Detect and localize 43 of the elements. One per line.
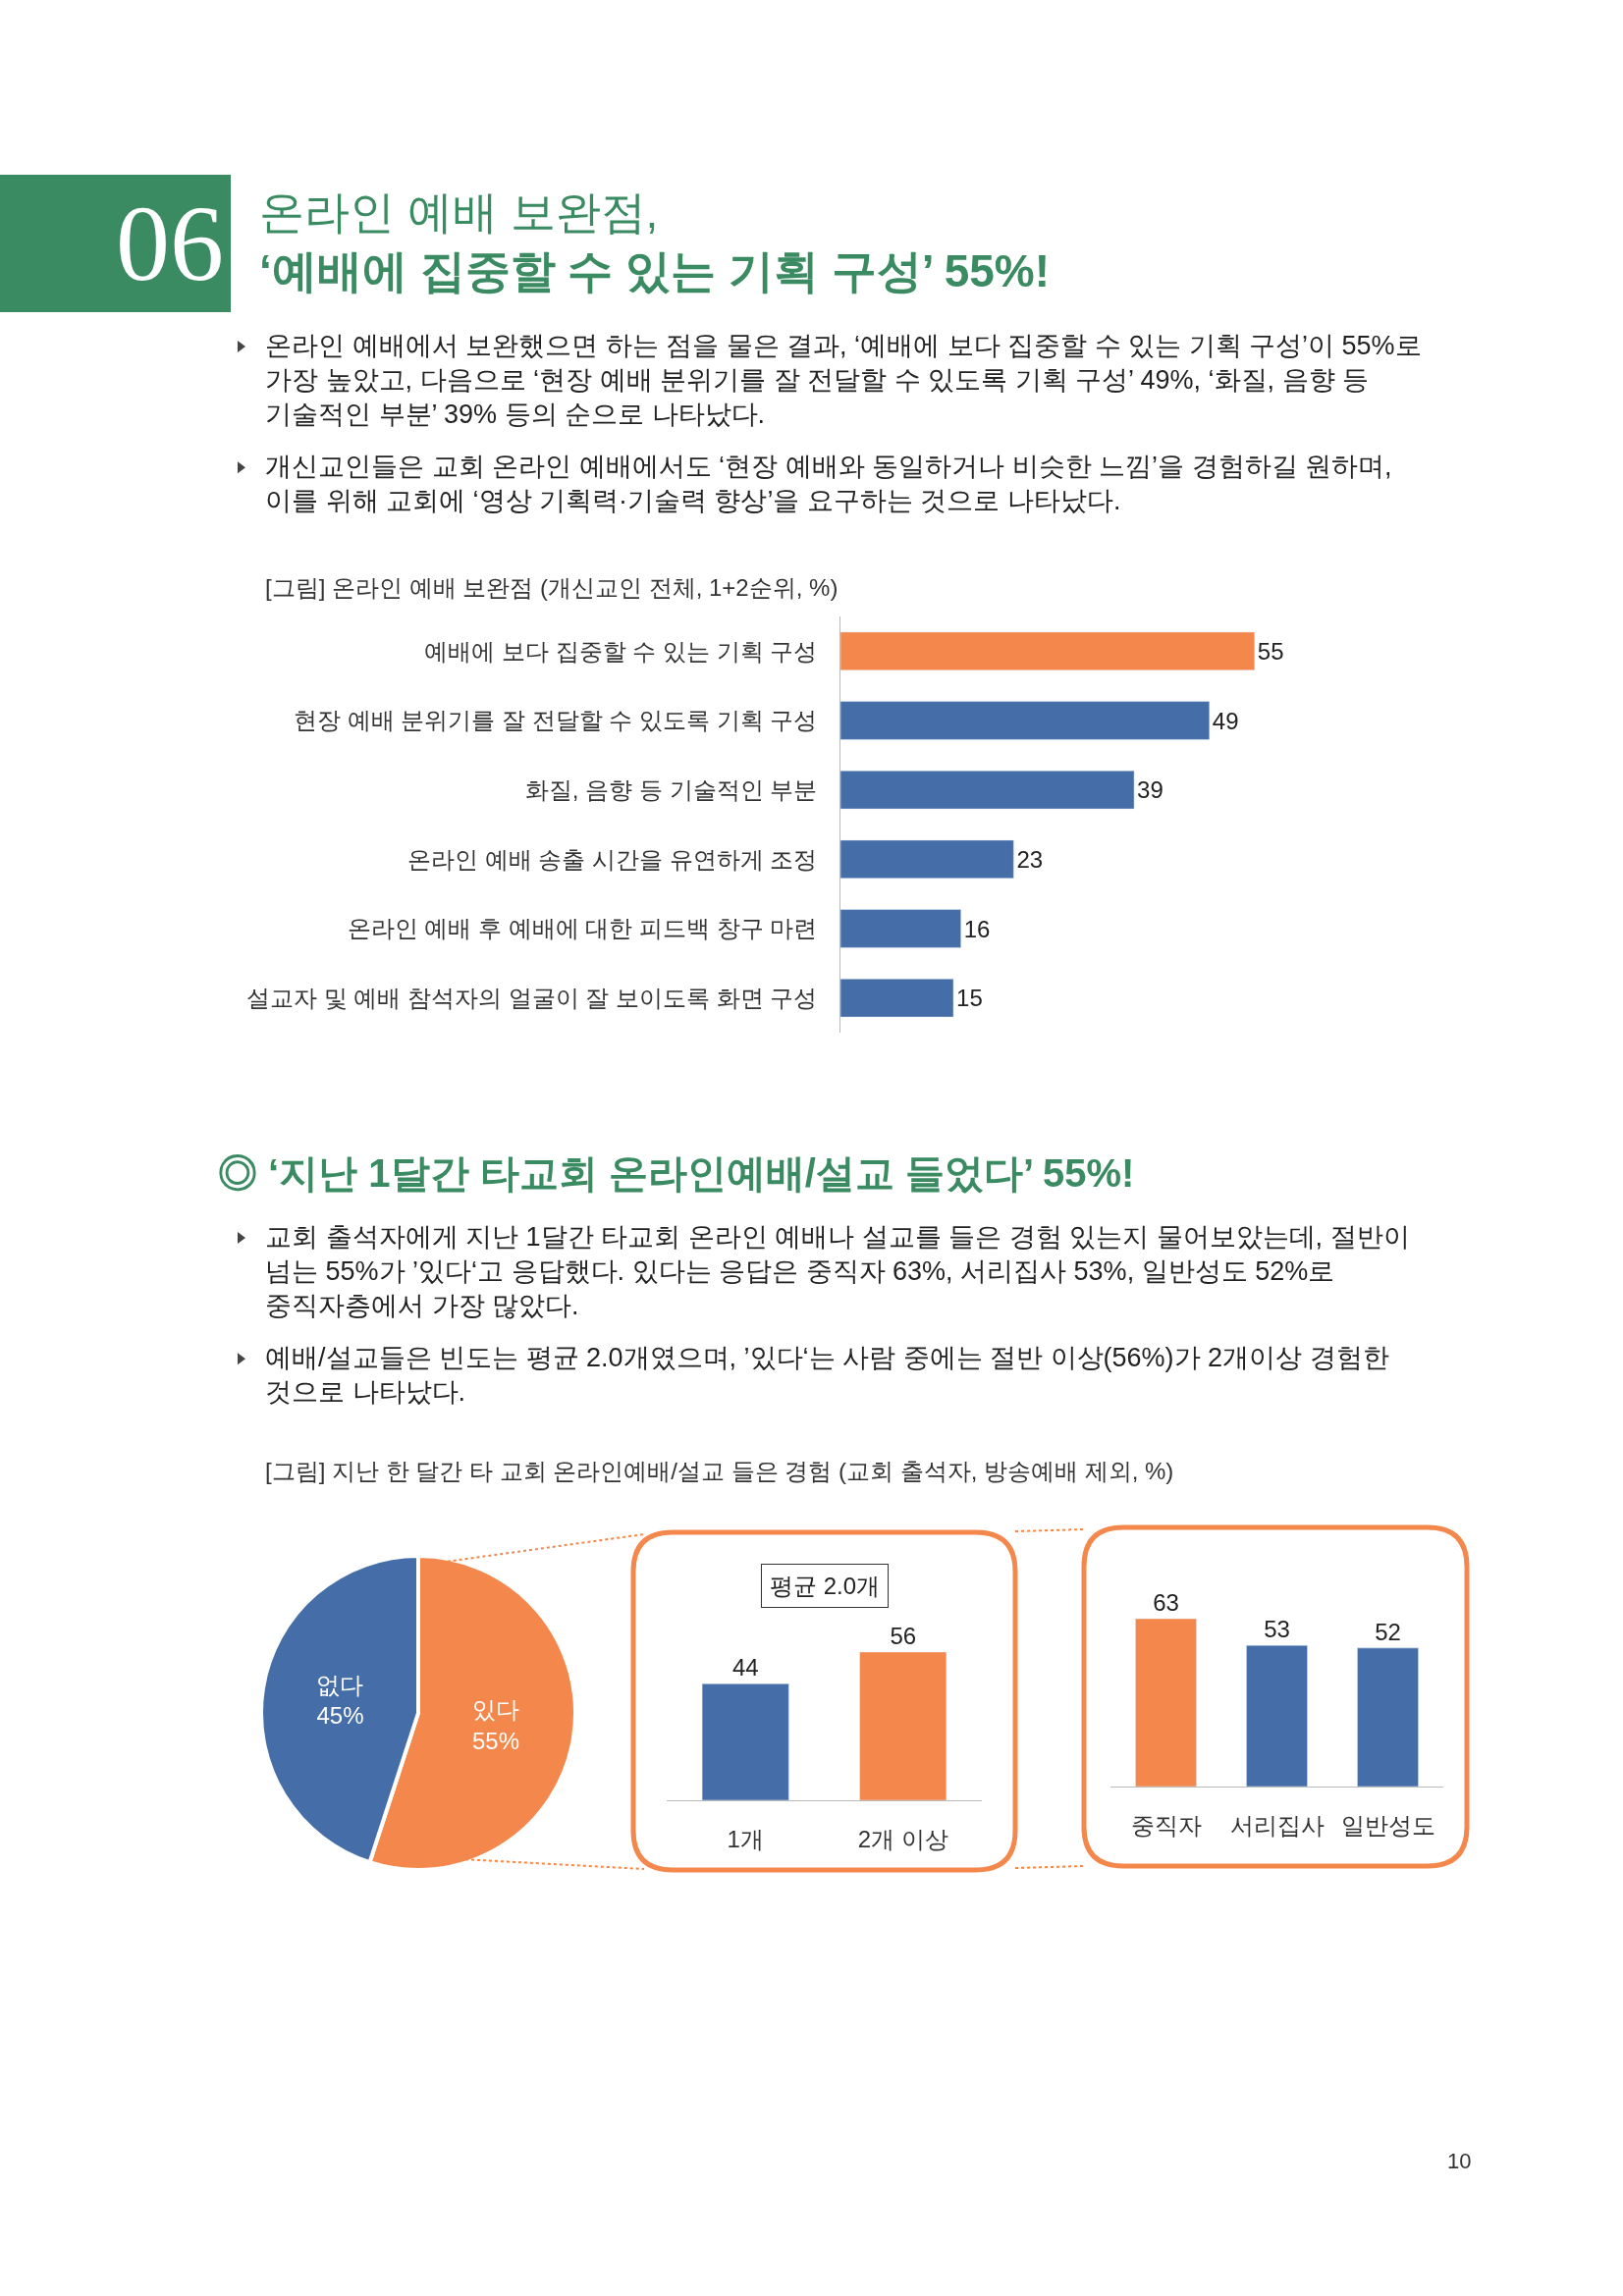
y-tick-label: 온라인 예배 송출 시간을 유연하게 조정 (406, 845, 818, 873)
text: 평균 2.0개 (770, 1573, 881, 1599)
text: 예배/설교들은 빈도는 평균 2.0개였으며, ’있다‘는 사람 중에는 절반 이상(56%)가 2개이상 경험한 것으로 나타났다. (265, 1343, 1389, 1408)
data-label: 45% (316, 1702, 364, 1730)
y-tick-label: 설교자 및 예배 참석자의 얼굴이 잘 보이도록 화면 구성 (245, 985, 818, 1012)
data-label: 55 (1257, 637, 1284, 665)
x-tick-label: 중직자 (1130, 1811, 1202, 1839)
data-label: 16 (963, 915, 991, 942)
bar (840, 978, 954, 1018)
data-label: 56 (890, 1622, 917, 1649)
text: [그림] 지난 한 달간 타 교회 온라인예배/설교 들은 경험 (교회 출석자, 방송예배 제외, %) (265, 1458, 1174, 1484)
data-label: 52 (1375, 1618, 1401, 1645)
x-tick-label: 서리집사 (1229, 1811, 1325, 1839)
text: ◎ ‘지난 1달간 타교회 온라인예배/설교 들었다’ 55%! (218, 1151, 1135, 1195)
bar (840, 839, 1014, 880)
data-label: 39 (1137, 776, 1163, 804)
text: [그림] 온라인 예배 보완점 (개신교인 전체, 1+2순위, %) (265, 574, 839, 601)
y-tick-label: 온라인 예배 후 예배에 대한 피드백 창구 마련 (347, 915, 818, 942)
slice-label: 있다 (472, 1696, 520, 1724)
bar (840, 631, 1256, 671)
chart-title: 온라인 예배 보완점, ‘예배에 집중할 수 있는 기획 구성’ 55%! (259, 187, 1051, 296)
bar (840, 701, 1211, 740)
slice-label: 없다 (316, 1672, 364, 1699)
x-tick-label: 2개 이상 (857, 1825, 948, 1852)
text: 10 (1447, 2149, 1472, 2173)
x-tick-label: 일반성도 (1340, 1811, 1435, 1839)
data-label: 55% (471, 1727, 520, 1754)
data-label: 49 (1212, 707, 1239, 734)
text: 개신교인들은 교회 온라인 예배에서도 ‘현장 예배와 동일하거나 비슷한 느낌’을 경험하길 원하며, 이를 위해 교회에 ‘영상 기획력·기술력 향상’을 요구하는 것으로 나타났다. (265, 452, 1392, 516)
data-label: 63 (1153, 1589, 1179, 1616)
data-label: 23 (1016, 845, 1044, 873)
text: 교회 출석자에게 지난 1달간 타교회 온라인 예배나 설교를 들은 경험 있는지 물어보았는데, 절반이 넘는 55%가 ’있다‘고 응답했다. 있다는 응답은 중직자 63%, 서리집사 53%, 일반성도 52%로 중직자층에서 가장 많았다. (265, 1222, 1410, 1321)
data-label: 44 (731, 1654, 759, 1682)
bar (840, 909, 961, 948)
x-tick-label: 1개 (727, 1825, 764, 1852)
y-tick-label: 화질, 음향 등 기술적인 부분 (524, 776, 818, 804)
text: 온라인 예배에서 보완했으면 하는 점을 물은 결과, ‘예배에 보다 집중할 수 있는 기획 구성’이 55%로 가장 높았고, 다음으로 ‘현장 예배 분위기를 잘 전달할 수 있도록 기획 구성’ 49%, ‘화질, 음향 등 기술적인 부분’ 39% 등의 순으로 나타났다. (265, 331, 1422, 430)
text: 06 (116, 184, 224, 303)
bar (840, 770, 1135, 810)
y-tick-label: 예배에 보다 집중할 수 있는 기획 구성 (424, 637, 818, 665)
data-label: 53 (1264, 1616, 1290, 1643)
data-label: 15 (956, 985, 983, 1012)
y-tick-label: 현장 예배 분위기를 잘 전달할 수 있도록 기획 구성 (293, 707, 818, 734)
